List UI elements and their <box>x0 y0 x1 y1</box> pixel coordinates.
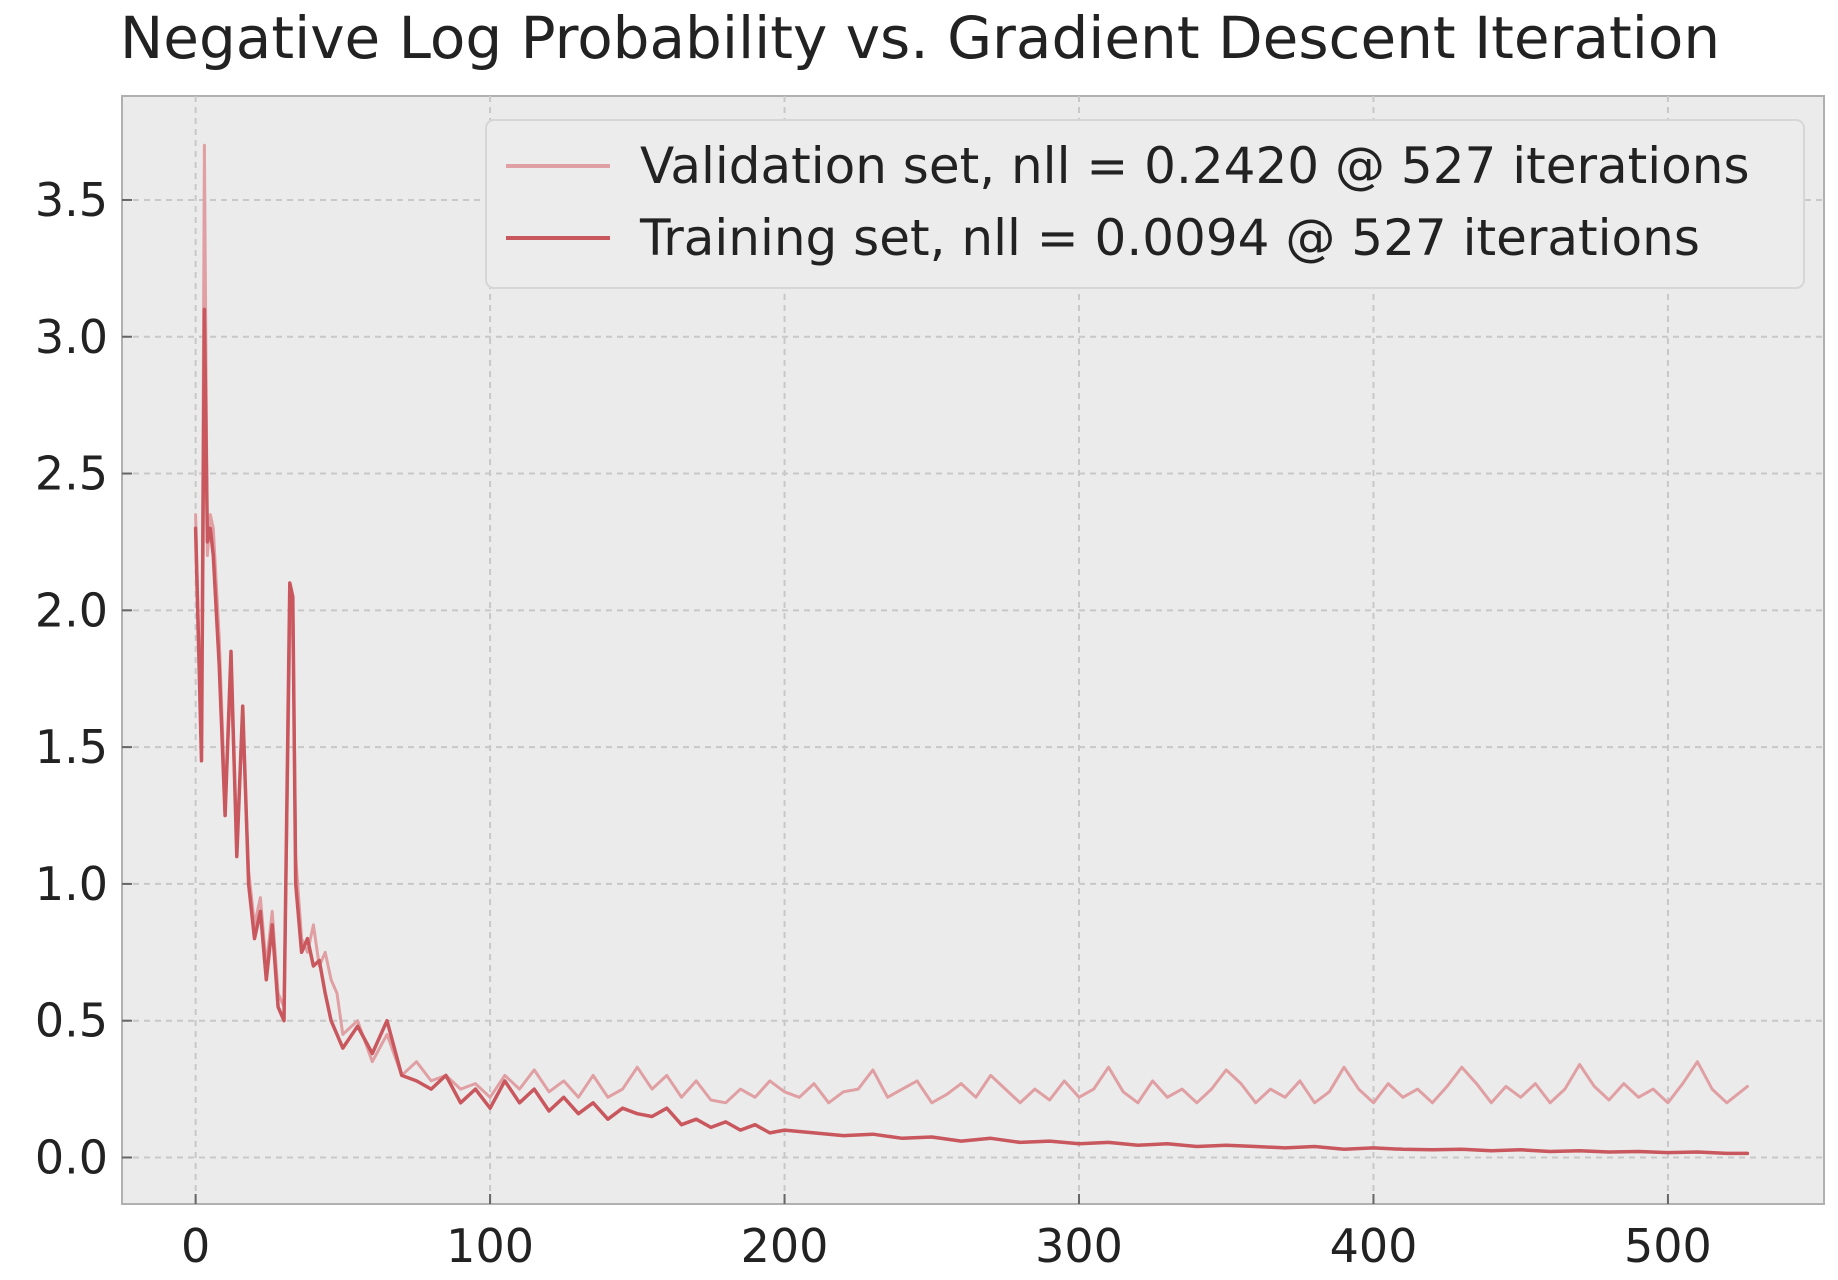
validation-series-line <box>194 143 1749 1105</box>
series-layer <box>193 143 1750 1156</box>
y-tick-label: 2.5 <box>35 447 108 501</box>
y-tick-label: 0.5 <box>35 994 108 1048</box>
legend-label: Validation set, nll = 0.2420 @ 527 itera… <box>640 137 1750 195</box>
y-tick-label: 3.0 <box>35 310 108 364</box>
y-tick-label: 1.5 <box>35 720 108 774</box>
x-tick-label: 0 <box>181 1219 210 1273</box>
x-tick-label: 400 <box>1330 1219 1418 1273</box>
chart-title: Negative Log Probability vs. Gradient De… <box>120 4 1720 72</box>
y-tick-label: 3.5 <box>35 173 108 227</box>
legend: Validation set, nll = 0.2420 @ 527 itera… <box>485 119 1805 289</box>
x-tick-label: 300 <box>1035 1219 1123 1273</box>
training-series-line <box>193 307 1750 1156</box>
y-tick-label: 1.0 <box>35 857 108 911</box>
y-tick-label: 2.0 <box>35 583 108 637</box>
x-tick-label: 500 <box>1624 1219 1712 1273</box>
y-tick-label: 0.0 <box>35 1130 108 1184</box>
x-tick-label: 200 <box>741 1219 829 1273</box>
axis-layer: 0 100 200 300 400 500 0.0 0.5 1.0 1.5 2.0 2.5 3.0 3.5 <box>35 173 1712 1273</box>
x-tick-label: 100 <box>446 1219 534 1273</box>
legend-label: Training set, nll = 0.0094 @ 527 iterati… <box>639 209 1700 267</box>
legend-box <box>485 119 1805 289</box>
